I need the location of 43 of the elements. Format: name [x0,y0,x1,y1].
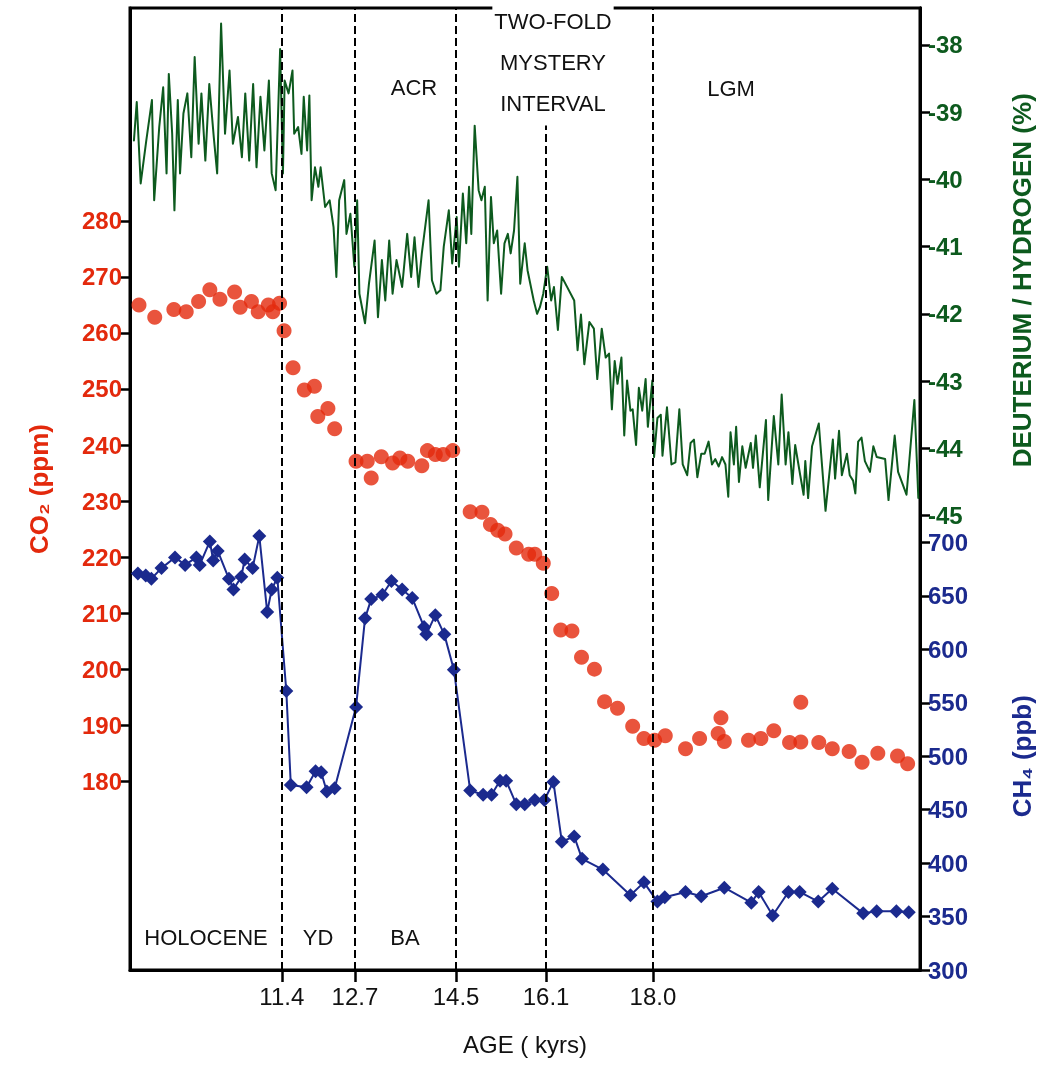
y-tick-label: 210 [81,599,122,627]
x-tick-label: 12.7 [331,982,379,1010]
y-tick-label: 180 [81,767,122,795]
y-tick-label: 240 [81,431,122,459]
y3-tick-label: 650 [928,582,969,610]
y-tick-label: 250 [81,375,122,403]
x-tick-label: 14.5 [432,982,480,1010]
y-tick-label: 260 [81,319,122,347]
y3-tick-label: 700 [928,528,969,556]
y3-tick-label: 300 [928,956,969,984]
y-tick-label: 220 [81,543,122,571]
annotation: HOLOCENE [144,924,268,950]
y2-tick-label: -45 [928,502,963,530]
y2-tick-label: -44 [928,434,964,462]
x-tick-label: 11.4 [259,982,305,1010]
annotation: TWO-FOLD MYSTERY INTERVAL [494,8,612,116]
y-tick-label: 190 [81,711,122,739]
x-tick-label: 18.0 [629,982,677,1010]
y2-axis-title: DEUTERIUM / HYDROGEN (%) [1007,93,1037,468]
x-axis-title: AGE ( kyrs) [463,1030,587,1058]
y-tick-label: 270 [81,263,122,291]
y3-axis-title: CH₄ (ppb) [1007,695,1037,818]
y-tick-label: 200 [81,655,122,683]
annotation: YD [302,924,334,950]
y-tick-label: 280 [81,207,122,235]
y-tick-label: 230 [81,487,122,515]
y2-tick-label: -38 [928,31,963,59]
y2-tick-label: -40 [928,165,963,193]
y3-tick-label: 600 [928,635,969,663]
y2-tick-label: -41 [928,233,963,261]
y3-tick-label: 450 [928,796,969,824]
y-axis-title: CO₂ (ppm) [24,424,54,554]
y3-tick-label: 350 [928,903,969,931]
y2-tick-label: -43 [928,367,963,395]
y2-tick-label: -39 [928,98,963,126]
y3-tick-label: 500 [928,742,969,770]
y2-tick-label: -42 [928,300,963,328]
annotation: BA [390,924,420,950]
annotation: LGM [707,75,755,101]
y3-tick-label: 550 [928,689,969,717]
annotation: ACR [390,74,438,100]
y3-tick-label: 400 [928,849,969,877]
x-tick-label: 16.1 [522,982,570,1010]
